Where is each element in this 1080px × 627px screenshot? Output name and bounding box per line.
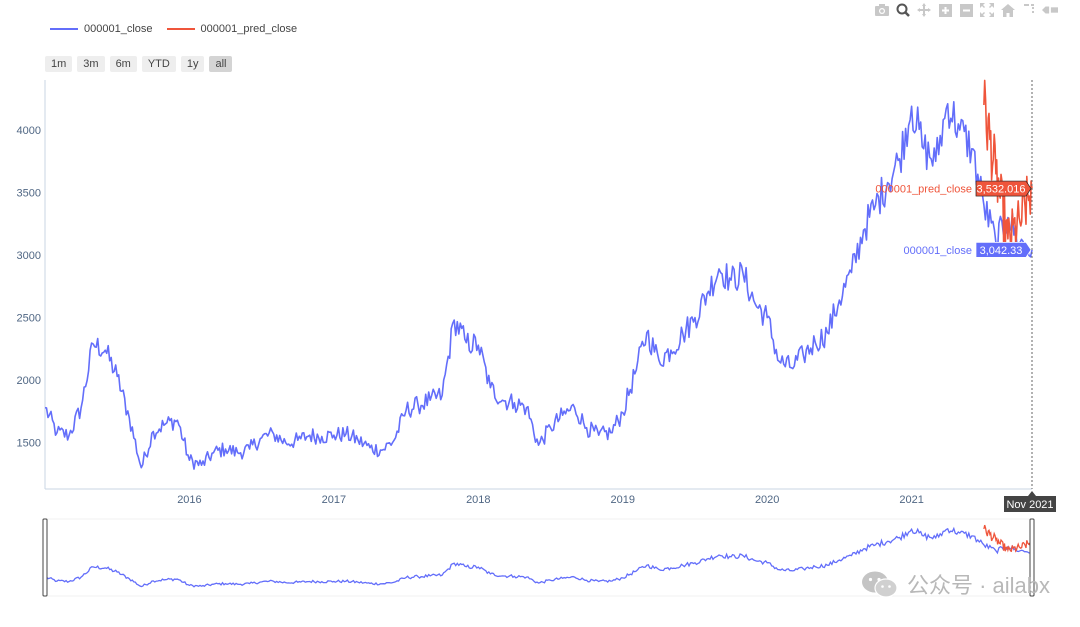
y-tick-label: 1500 (17, 438, 41, 450)
series-line-000001_pred_close (983, 79, 1033, 246)
compare-hover-icon[interactable] (1042, 2, 1058, 18)
series-lines (44, 79, 1033, 470)
x-axis-ticks: 2016 2017 2018 2019 2020 2021 (177, 494, 924, 506)
legend-item-close[interactable]: 000001_close (50, 23, 153, 35)
hover-pred: 000001_pred_close 3,532.016 (875, 180, 1032, 197)
y-tick-label: 2500 (17, 313, 41, 325)
x-tick-label: 2018 (466, 494, 490, 506)
legend-swatch-close (50, 28, 78, 30)
hover-pred-box (975, 180, 1032, 197)
range-button-ytd[interactable]: YTD (141, 56, 176, 72)
pan-icon[interactable] (916, 2, 932, 18)
x-tick-label: 2020 (755, 494, 779, 506)
x-tick-label: 2021 (899, 494, 923, 506)
zoom-icon[interactable] (895, 2, 911, 18)
modebar (874, 0, 1058, 20)
legend-label-close: 000001_close (84, 23, 153, 35)
axes (44, 80, 1032, 490)
hover-close: 000001_close 3,042.33 (903, 242, 1032, 258)
hover-pred-value: 3,532.016 (977, 184, 1026, 196)
hover-date-label: Nov 2021 (1006, 499, 1053, 511)
range-button-all[interactable]: all (209, 56, 233, 72)
hover-pred-series-name: 000001_pred_close (875, 184, 972, 196)
range-button-1m[interactable]: 1m (45, 56, 73, 72)
zoom-in-icon[interactable] (937, 2, 953, 18)
range-button-6m[interactable]: 6m (109, 56, 137, 72)
range-selector: 1m 3m 6m YTD 1y all (45, 56, 233, 72)
legend-item-pred-close[interactable]: 000001_pred_close (166, 23, 298, 35)
camera-icon[interactable] (874, 2, 890, 18)
y-tick-label: 3000 (17, 250, 41, 262)
hover-date: Nov 2021 (1004, 491, 1056, 512)
hover-date-box (1004, 491, 1056, 512)
range-slider-handle-left[interactable] (42, 518, 48, 597)
hover-close-box (975, 242, 1032, 258)
range-button-1y[interactable]: 1y (180, 56, 205, 72)
spike-lines-icon[interactable] (1021, 2, 1037, 18)
legend-swatch-pred-close (166, 28, 195, 30)
autoscale-icon[interactable] (979, 2, 995, 18)
y-tick-label: 2000 (17, 375, 41, 387)
y-tick-label: 3500 (17, 188, 41, 200)
zoom-out-icon[interactable] (958, 2, 974, 18)
x-tick-label: 2016 (177, 494, 201, 506)
legend: 000001_close 000001_pred_close (50, 20, 297, 38)
hover-layer: 000001_pred_close 3,532.016 000001_close… (875, 80, 1056, 512)
range-button-3m[interactable]: 3m (77, 56, 105, 72)
x-tick-label: 2017 (322, 494, 346, 506)
watermark: 公众号 · ailabx (861, 568, 1050, 600)
hover-close-value: 3,042.33 (980, 245, 1023, 257)
legend-label-pred-close: 000001_pred_close (200, 23, 298, 35)
hover-close-series-name: 000001_close (903, 245, 972, 257)
slider-line-000001_pred_close (983, 524, 1033, 553)
series-line-000001_close (44, 101, 1033, 470)
x-tick-label: 2019 (611, 494, 635, 506)
home-icon[interactable] (1000, 2, 1016, 18)
y-tick-label: 4000 (17, 125, 41, 137)
watermark-text: 公众号 · ailabx (906, 573, 1050, 598)
wechat-logo-icon (861, 571, 898, 598)
y-axis-ticks: 1500 2000 2500 3000 3500 4000 (17, 125, 41, 450)
